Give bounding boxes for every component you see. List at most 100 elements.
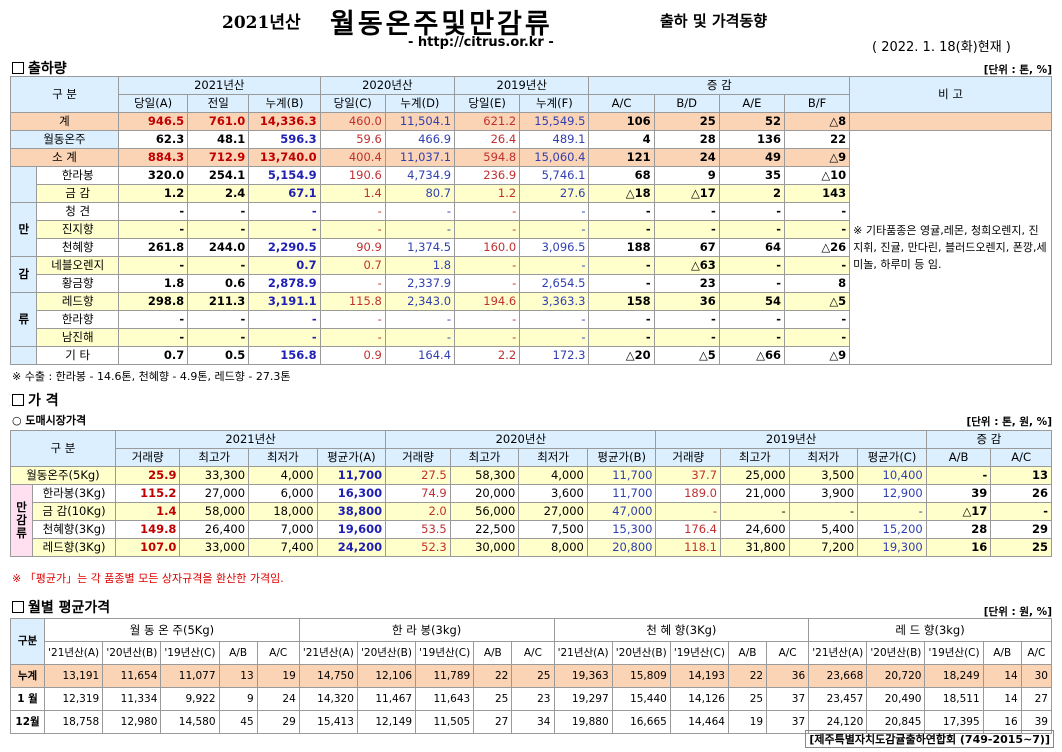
- col-header: A/B: [473, 641, 513, 665]
- cell: 121: [588, 148, 655, 167]
- group-header: 천 혜 향(3Kg): [553, 618, 810, 642]
- cell: 176.4: [655, 520, 722, 539]
- cell: 1.8: [117, 274, 189, 293]
- section-price-unit: [단위 : 톤, 원, %]: [966, 416, 1052, 428]
- col-header: 최고가: [720, 448, 790, 467]
- cell: 1.4: [114, 502, 181, 521]
- cell: 11,700: [586, 484, 657, 503]
- cell: 0.7: [319, 256, 386, 275]
- cell: 47,000: [586, 502, 657, 521]
- cell: -: [187, 256, 250, 275]
- cell: △20: [588, 346, 655, 365]
- col-header: A/C: [990, 448, 1052, 467]
- cell: 13: [990, 466, 1052, 485]
- cell: 115.8: [319, 292, 386, 311]
- cell: 16,665: [611, 710, 671, 734]
- cell: 27: [1020, 687, 1053, 711]
- report-date: ( 2022. 1. 18(화)현재 ): [872, 40, 1011, 55]
- col-header: A/B: [218, 641, 258, 665]
- col-header-remark: 비 고: [849, 76, 1052, 113]
- group-header: 2019년산: [655, 430, 927, 449]
- cell: -: [319, 274, 386, 293]
- table-row: 천혜향(3Kg) 149.8 26,400 7,000 19,600 53.5 22,500…: [11, 520, 1052, 539]
- table-row: 황금향 1.8 0.6 2,878.9-2,337.9-2,654.5-23-8: [11, 274, 1052, 293]
- cell: 3,191.1: [248, 292, 321, 311]
- cell: 26: [990, 484, 1052, 503]
- col-header: 당일(C): [319, 94, 386, 113]
- row-label: 금 감: [36, 184, 119, 203]
- title-year: 2021년산: [222, 13, 301, 33]
- cell: 45: [218, 710, 258, 734]
- table-row: 금 감(10Kg) 1.4 58,000 18,000 38,800 2.0 56,000 2…: [11, 502, 1052, 521]
- cell: 48.1: [187, 130, 250, 149]
- col-header: 전일: [187, 94, 250, 113]
- cell: 14: [982, 664, 1022, 688]
- cell: △5: [653, 346, 720, 365]
- row-label: 금 감(10Kg): [32, 502, 116, 521]
- cell: 80.7: [384, 184, 456, 203]
- cell: -: [187, 310, 250, 329]
- cell: 2.2: [454, 346, 521, 365]
- cell: -: [248, 310, 321, 329]
- col-header: 거래량: [114, 448, 181, 467]
- cell: △63: [653, 256, 720, 275]
- cell: 19,600: [316, 520, 387, 539]
- row-label: 한라봉(3Kg): [32, 484, 116, 503]
- cell: -: [248, 202, 321, 221]
- cell: -: [655, 502, 722, 521]
- cell: -: [519, 202, 590, 221]
- cell: 489.1: [519, 130, 590, 149]
- cell: 58,000: [179, 502, 250, 521]
- cell: △9: [783, 346, 851, 365]
- header-row: 거래량 최고가 최저가 평균가(A) 거래량 최고가 최저가 평균가(B) 거래량 최고가 최저가 평…: [11, 448, 1052, 467]
- cell: 39: [925, 484, 992, 503]
- section-shipment-unit: [단위 : 톤, %]: [983, 64, 1052, 76]
- site-url[interactable]: - http://citrus.or.kr -: [408, 35, 554, 50]
- cell: 1.8: [384, 256, 456, 275]
- cell: -: [588, 310, 655, 329]
- col-header: 거래량: [385, 448, 451, 467]
- cell: 4: [588, 130, 655, 149]
- cell: -: [117, 202, 189, 221]
- col-header: 누계(D): [384, 94, 456, 113]
- cell: 11,037.1: [384, 148, 456, 167]
- cell: 4,734.9: [384, 166, 456, 185]
- section-monthly-unit: [단위 : 원, %]: [983, 606, 1052, 618]
- cell: -: [117, 328, 189, 347]
- cell: 0.5: [187, 346, 250, 365]
- cell: 37.7: [655, 466, 722, 485]
- table-row: 기 타 0.7 0.5 156.8 0.9 164.4 2.2 172.3 △20 △5 △66 △9: [9, 346, 1052, 365]
- header-row: '21년산(A) '20년산(B) '19년산(C) A/B A/C '21년산(A) '2…: [11, 641, 1053, 665]
- cell: -: [588, 256, 655, 275]
- cell: -: [384, 220, 456, 239]
- cell: 19,297: [553, 687, 613, 711]
- side-label-1: 만: [9, 202, 38, 257]
- cell: 15,413: [298, 710, 358, 734]
- cell: 14,320: [298, 687, 358, 711]
- row-label: 월동온주(5Kg): [10, 466, 116, 485]
- cell: 2.0: [385, 502, 451, 521]
- cell: -: [117, 310, 189, 329]
- side-blank: [9, 346, 38, 365]
- cell: 9: [653, 166, 720, 185]
- checkbox-icon: [12, 62, 24, 74]
- cell: -: [783, 310, 851, 329]
- cell: 24,200: [316, 538, 387, 557]
- cell: 19,880: [553, 710, 613, 734]
- cell: -: [454, 220, 521, 239]
- group-header: 2019년산: [454, 76, 590, 95]
- cell: 172.3: [519, 346, 590, 365]
- cell: 106: [588, 112, 655, 131]
- cell: 62.3: [117, 130, 189, 149]
- checkbox-icon: [12, 394, 24, 406]
- cell: 11,505: [415, 710, 475, 734]
- cell: -: [653, 328, 720, 347]
- col-header: A/B: [727, 641, 768, 665]
- cell: 27.5: [385, 466, 451, 485]
- cell: 36: [653, 292, 720, 311]
- cell: -: [187, 328, 250, 347]
- cell: 149.8: [114, 520, 181, 539]
- cell: 11,700: [316, 466, 387, 485]
- cell: 16: [925, 538, 992, 557]
